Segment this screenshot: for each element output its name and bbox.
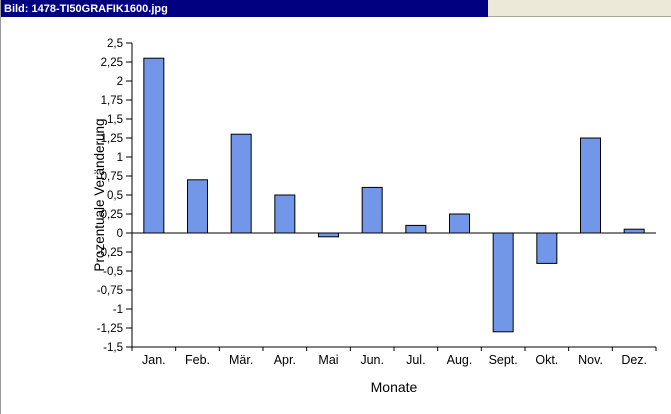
bar-Jan — [143, 57, 165, 234]
y-tick-label: 0,5 — [107, 190, 123, 202]
x-category-label: Apr. — [274, 353, 296, 367]
x-category-label: Aug. — [447, 353, 473, 367]
bar-Sept — [492, 232, 514, 333]
bar-chart-canvas: 2,5 2,25 2 1,75 1,5 1,25 1 0,75 0,5 0,25 0 -0,25 -0,… — [92, 38, 657, 395]
x-category-label: Jul. — [406, 353, 425, 367]
y-tick-label: -0,75 — [97, 285, 123, 297]
bar-Nov — [580, 137, 601, 234]
x-category-label: Dez. — [621, 353, 647, 367]
y-tick-label: 2 — [117, 76, 123, 88]
y-tick-label: 0,75 — [101, 171, 123, 183]
y-tick-label: -1,25 — [97, 323, 123, 335]
y-tick-label: -0,25 — [97, 247, 123, 259]
y-tick-label: 1 — [117, 152, 123, 164]
y-axis-title: Prozentuale Veränderung — [92, 118, 107, 271]
window-titlebar: Bild: 1478-TI50GRAFIK1600.jpg — [1, 0, 671, 17]
x-category-label: Sept. — [489, 353, 518, 367]
x-category-label: Okt. — [535, 353, 558, 367]
chart-image: 2,5 2,25 2 1,75 1,5 1,25 1 0,75 0,5 0,25 0 -0,25 -0,… — [1, 17, 671, 414]
bar-Apr — [274, 194, 296, 234]
x-category-label: Mär. — [229, 353, 253, 367]
x-category-label: Jun. — [360, 353, 384, 367]
x-category-label: Jan. — [142, 353, 166, 367]
y-tick-label: 2,5 — [107, 38, 123, 50]
y-tick-label: 1,25 — [101, 133, 123, 145]
bar-Okt — [536, 232, 558, 264]
x-category-label: Nov. — [578, 353, 603, 367]
bar-Feb — [187, 179, 208, 234]
y-tick-label: 2,25 — [101, 57, 123, 69]
window-title: Bild: 1478-TI50GRAFIK1600.jpg — [4, 2, 168, 15]
x-category-label: Mai — [318, 353, 338, 367]
y-tick-label: -1,5 — [103, 342, 123, 354]
x-category-label: Feb. — [185, 353, 210, 367]
y-tick-label: -1 — [113, 304, 123, 316]
bar-Jul — [405, 224, 427, 234]
bar-Mai — [318, 232, 339, 238]
bar-Dez — [623, 228, 645, 234]
bar-Aug — [449, 213, 470, 234]
bar-Mär — [230, 133, 252, 234]
y-tick-label: 0 — [117, 228, 123, 240]
titlebar-desktop-strip — [488, 0, 671, 17]
y-tick-label: -0,5 — [103, 266, 123, 278]
titlebar-caption-area: Bild: 1478-TI50GRAFIK1600.jpg — [1, 0, 488, 17]
y-tick-label: 0,25 — [101, 209, 123, 221]
bar-Jun — [361, 186, 383, 234]
x-axis-title: Monate — [371, 379, 418, 395]
y-tick-label: 1,75 — [101, 95, 123, 107]
y-tick-label: 1,5 — [107, 114, 123, 126]
